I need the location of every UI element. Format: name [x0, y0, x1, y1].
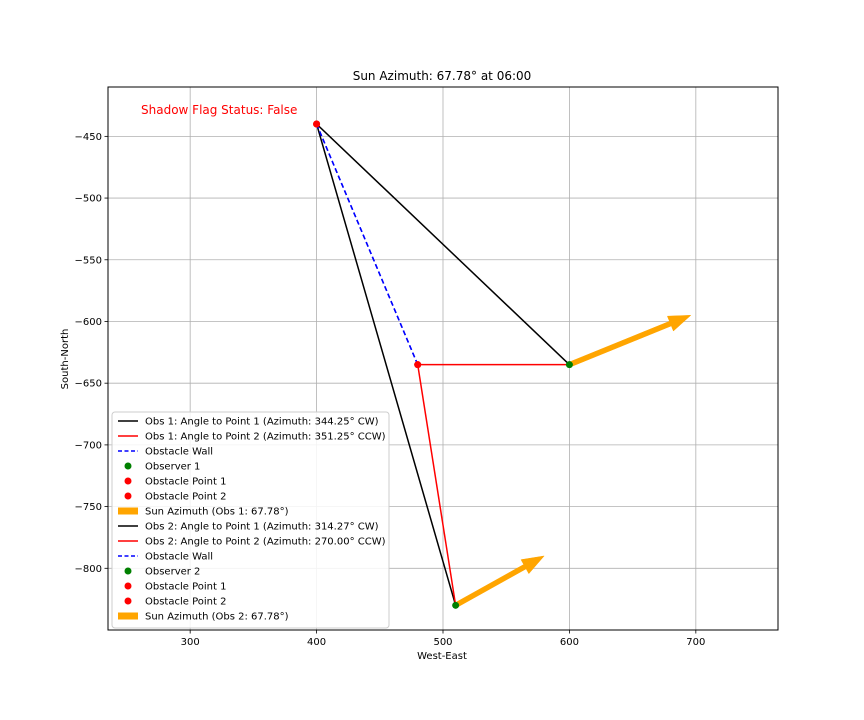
point-marker-6 [414, 361, 422, 369]
y-tick-label: −650 [75, 379, 102, 390]
sun-azimuth-arrow-obs-1 [568, 315, 692, 368]
legend-label: Observer 1 [145, 462, 200, 473]
obstacle-wall-line-6 [315, 123, 419, 365]
legend-label: Obstacle Wall [145, 552, 213, 563]
y-tick-label: −600 [75, 317, 102, 328]
legend-label: Obstacle Point 1 [145, 582, 226, 593]
y-tick-label: −500 [75, 194, 102, 205]
legend-label: Observer 2 [145, 567, 200, 578]
x-tick-label: 700 [686, 637, 705, 648]
legend-label: Obstacle Wall [145, 447, 213, 458]
legend-label: Obs 2: Angle to Point 2 (Azimuth: 270.00… [145, 537, 386, 548]
y-axis-label: South-North [60, 329, 71, 390]
y-tick-label: −550 [75, 255, 102, 266]
x-axis-label: West-East [417, 651, 467, 662]
sun-azimuth-arrow-obs-2 [454, 555, 545, 608]
grid [108, 87, 778, 630]
x-tick-label: 500 [433, 637, 452, 648]
axis-ticks: 300 400 500 600 700 −450 −500 −550 −600 −650 −700 −… [75, 132, 706, 648]
legend-label: Obstacle Point 2 [145, 597, 226, 608]
legend: Obs 1: Angle to Point 1 (Azimuth: 344.25… [111, 411, 390, 629]
point-marker-1 [565, 361, 573, 369]
legend-box [111, 411, 390, 629]
legend-label: Obstacle Point 1 [145, 477, 226, 488]
legend-label: Obs 1: Angle to Point 1 (Azimuth: 344.25… [145, 417, 379, 428]
legend-point-swatch [124, 582, 132, 590]
angle-line-1 [316, 123, 570, 366]
plot-marks [313, 120, 692, 609]
y-tick-label: −450 [75, 132, 102, 143]
legend-point-swatch [124, 492, 132, 500]
legend-point-swatch [124, 462, 132, 470]
shadow-flag-annotation: Shadow Flag Status: False [141, 103, 297, 117]
legend-arrow-swatch [118, 612, 138, 620]
legend-point-swatch [124, 477, 132, 485]
legend-arrow-swatch [118, 507, 138, 515]
angle-line-5 [416, 364, 457, 606]
legend-label: Sun Azimuth (Obs 2: 67.78°) [145, 612, 289, 623]
point-marker-4 [452, 601, 460, 609]
legend-label: Obs 2: Angle to Point 1 (Azimuth: 314.27… [145, 522, 379, 533]
angle-line-4 [315, 123, 457, 606]
x-tick-label: 300 [181, 637, 200, 648]
x-tick-label: 400 [307, 637, 326, 648]
y-tick-label: −800 [75, 564, 102, 575]
point-marker-5 [313, 120, 321, 128]
legend-label: Obstacle Point 2 [145, 492, 226, 503]
legend-point-swatch [124, 597, 132, 605]
legend-point-swatch [124, 567, 132, 575]
x-tick-label: 600 [560, 637, 579, 648]
y-tick-label: −700 [75, 440, 102, 451]
y-tick-label: −750 [75, 502, 102, 513]
legend-label: Obs 1: Angle to Point 2 (Azimuth: 351.25… [145, 432, 386, 443]
chart-title: Sun Azimuth: 67.78° at 06:00 [353, 69, 532, 83]
legend-label: Sun Azimuth (Obs 1: 67.78°) [145, 507, 289, 518]
